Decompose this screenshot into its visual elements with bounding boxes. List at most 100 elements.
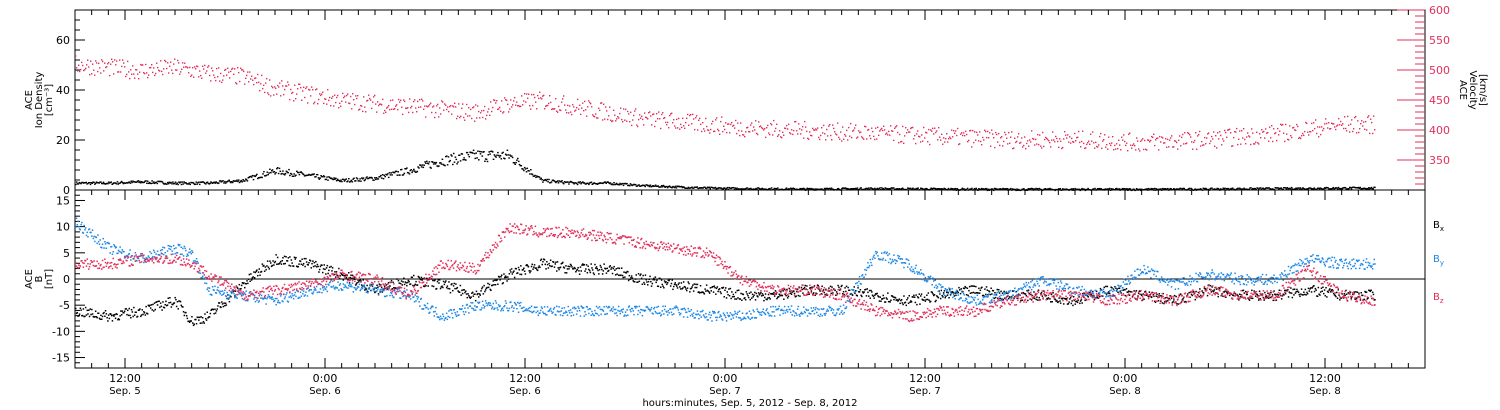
b-point-Bx <box>162 306 165 309</box>
b-point-Bx <box>1182 297 1184 300</box>
b-point-Bx <box>201 322 203 324</box>
velocity-point <box>384 109 386 112</box>
b-point-By <box>356 287 358 289</box>
velocity-point <box>498 108 500 110</box>
b-point-Bx <box>1090 293 1092 296</box>
b-point-Bx <box>228 300 231 303</box>
density-point <box>1343 186 1346 189</box>
velocity-point <box>284 88 286 91</box>
density-point <box>349 180 352 183</box>
velocity-point <box>911 127 913 129</box>
b-point-Bx <box>920 293 923 295</box>
b-point-By <box>227 297 229 300</box>
b-point-Bx <box>445 286 448 289</box>
density-point <box>534 174 536 177</box>
density-point <box>370 176 373 179</box>
b-point-By <box>358 283 361 285</box>
density-point <box>363 179 366 182</box>
velocity-point <box>241 69 243 71</box>
density-point <box>173 182 176 185</box>
b-point-Bx <box>971 292 973 294</box>
b-point-By <box>92 237 95 240</box>
b-point-Bx <box>286 260 289 262</box>
density-point <box>1277 188 1280 190</box>
velocity-point <box>560 109 562 112</box>
density-point <box>546 178 549 181</box>
velocity-point <box>954 132 956 134</box>
b-point-By <box>271 296 273 298</box>
b-point-Bx <box>982 294 985 297</box>
velocity-point <box>555 98 557 100</box>
density-point <box>1123 188 1126 190</box>
velocity-point <box>297 88 299 90</box>
velocity-point <box>903 142 905 144</box>
velocity-point <box>1329 128 1331 130</box>
density-point <box>213 181 216 183</box>
b-point-Bx <box>126 313 128 316</box>
density-point <box>1281 188 1283 190</box>
b-point-Bx <box>328 266 331 268</box>
velocity-point <box>342 92 344 95</box>
velocity-point <box>232 67 234 70</box>
b-point-Bx <box>808 293 810 295</box>
velocity-point <box>552 108 554 110</box>
b-point-Bx <box>1319 294 1321 296</box>
b-point-Bx <box>720 292 722 295</box>
b-point-Bx <box>867 291 869 294</box>
b-point-Bx <box>998 289 1000 291</box>
density-point <box>808 188 810 190</box>
b-point-By <box>270 298 273 300</box>
density-point <box>961 187 964 189</box>
velocity-point <box>83 69 85 72</box>
b-point-By <box>313 289 316 291</box>
b-point-Bx <box>325 273 327 275</box>
density-point <box>660 185 663 187</box>
velocity-point <box>584 100 586 103</box>
velocity-point <box>223 75 225 77</box>
density-point <box>93 181 95 184</box>
density-point <box>1205 187 1207 190</box>
density-point <box>1152 188 1154 190</box>
b-point-Bx <box>94 316 96 318</box>
velocity-point <box>91 73 93 75</box>
density-point <box>387 176 390 179</box>
velocity-point <box>530 108 532 110</box>
b-point-Bx <box>532 268 534 270</box>
density-point <box>415 171 418 173</box>
b-point-By <box>331 286 333 288</box>
b-point-Bx <box>422 285 425 287</box>
density-point <box>241 181 243 183</box>
density-point <box>189 183 191 186</box>
b-point-Bx <box>123 312 125 314</box>
density-point <box>831 188 834 190</box>
density-point <box>497 154 500 157</box>
b-point-Bx <box>596 268 598 270</box>
velocity-point <box>219 80 221 82</box>
density-point <box>205 183 207 185</box>
b-point-By <box>175 247 177 249</box>
velocity-point <box>620 107 622 109</box>
density-point <box>366 176 368 178</box>
velocity-point <box>1160 141 1162 143</box>
density-point <box>589 181 592 184</box>
velocity-point <box>256 82 258 84</box>
density-point <box>774 187 776 190</box>
velocity-point <box>540 97 542 99</box>
velocity-point <box>1309 130 1311 133</box>
velocity-point <box>704 130 706 132</box>
b-point-Bx <box>188 321 191 323</box>
b-point-Bx <box>387 282 390 284</box>
b-point-Bx <box>834 289 836 292</box>
velocity-point <box>1327 127 1329 129</box>
velocity-point <box>1121 136 1123 138</box>
b-point-Bx <box>602 270 605 272</box>
b-point-By <box>152 255 154 258</box>
velocity-point <box>1033 138 1035 140</box>
density-point <box>186 183 189 185</box>
b-point-Bx <box>281 260 283 262</box>
density-point <box>394 170 397 172</box>
density-point <box>381 174 384 176</box>
density-point <box>1050 188 1052 190</box>
density-point <box>163 183 165 185</box>
b-point-Bx <box>314 265 316 267</box>
